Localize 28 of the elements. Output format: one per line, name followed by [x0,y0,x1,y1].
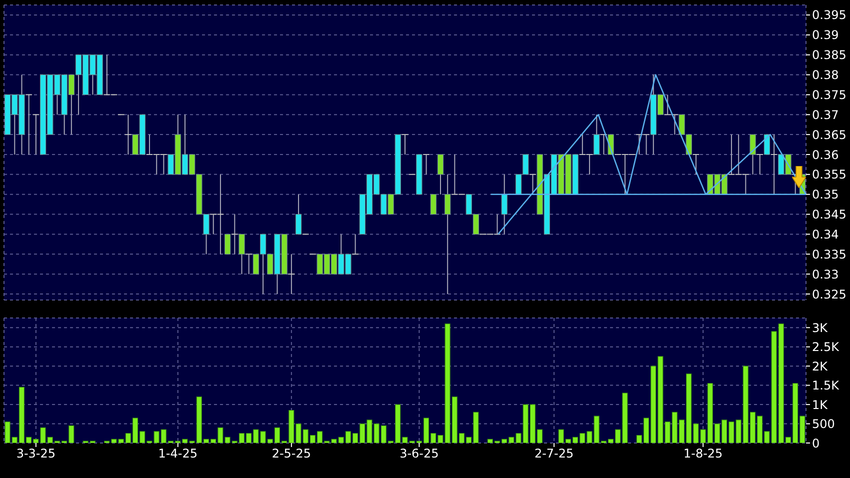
y-tick-label: 0.36 [812,148,839,162]
y-tick-label: 0.385 [812,48,846,62]
y-tick-label: 0.34 [812,227,839,242]
y-tick-label: 0 [812,436,820,450]
y-tick-label: 2K [812,359,829,374]
x-tick-label: 1-4-25 [158,446,198,461]
y-tick-label: 0.355 [812,168,846,182]
y-tick-label: 0.37 [812,108,839,122]
y-tick-label: 0.38 [812,68,839,82]
y-tick-label: 0.325 [812,287,846,302]
x-tick-label: 3-6-25 [400,446,439,461]
x-tick-label: 2-7-25 [534,446,574,461]
y-tick-label: 0.365 [812,128,846,142]
y-tick-label: 0.39 [812,28,839,42]
y-tick-label: 1.5K [812,378,840,393]
y-tick-label: 0.395 [812,8,846,22]
y-tick-label: 0.345 [812,208,846,222]
y-tick-label: 2.5K [812,340,840,354]
x-tick-label: 1-8-25 [683,446,723,461]
y-tick-label: 3K [812,320,829,335]
y-tick-label: 0.375 [812,88,846,102]
y-tick-label: 1K [812,398,829,412]
y-tick-label: 0.35 [812,188,839,202]
x-tick-label: 3-3-25 [16,446,56,461]
y-tick-label: 0.33 [812,267,839,282]
x-tick-label: 2-5-25 [272,446,312,461]
y-tick-label: 500 [812,417,835,432]
y-tick-label: 0.335 [812,247,846,262]
